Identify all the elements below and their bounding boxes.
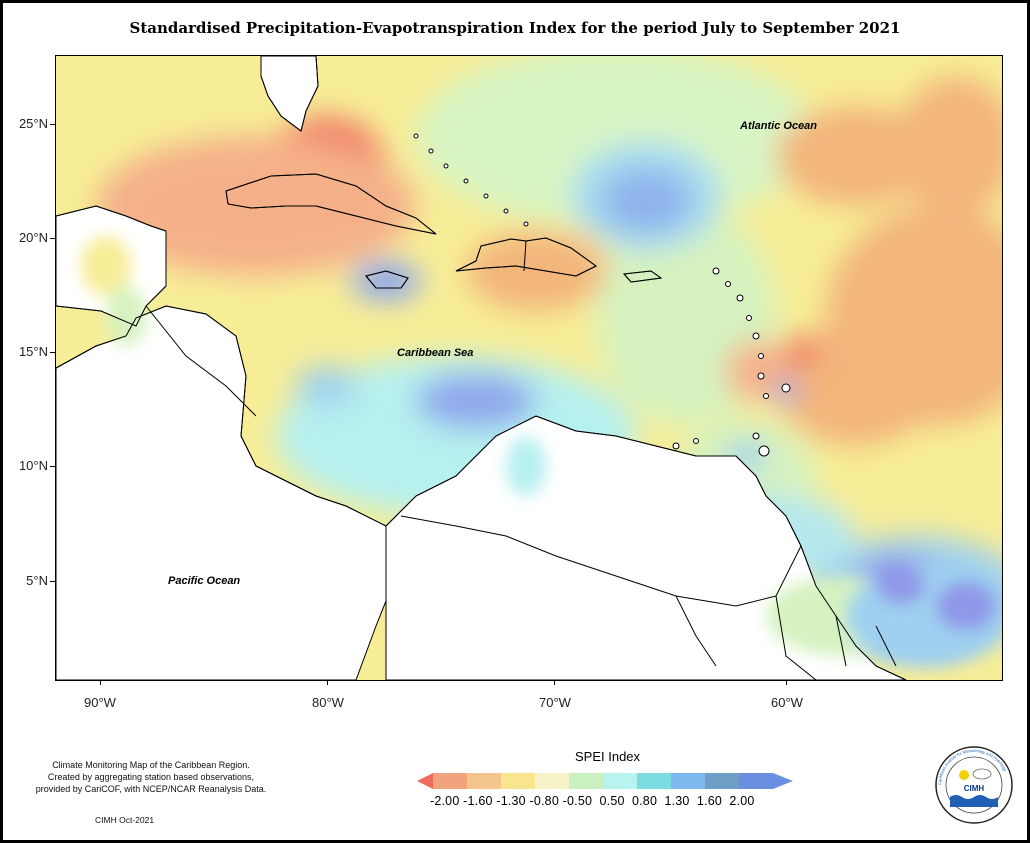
map-caption: Climate Monitoring Map of the Caribbean … <box>20 759 282 795</box>
lon-label-70w: 70°W <box>539 695 571 710</box>
logo-text: CIMH <box>964 784 985 793</box>
colorbar-swatch <box>739 773 773 789</box>
lon-label-90w: 90°W <box>84 695 116 710</box>
waves-icon <box>950 795 998 807</box>
lon-label-80w: 80°W <box>312 695 344 710</box>
lat-tick <box>50 581 55 582</box>
colorbar-swatch <box>501 773 535 789</box>
lat-label-15n: 15°N <box>18 344 48 359</box>
colorbar-arrow-low <box>417 773 433 789</box>
colorbar-swatch <box>603 773 637 789</box>
legend-title: SPEI Index <box>575 749 641 764</box>
colorbar-arrow-high <box>773 773 793 789</box>
lat-label-5n: 5°N <box>26 573 48 588</box>
lon-tick <box>327 680 328 685</box>
spei-map <box>55 55 1003 681</box>
caption-line-1: Climate Monitoring Map of the Caribbean … <box>52 760 250 770</box>
spei-colorbar <box>417 773 793 789</box>
colorbar-swatch <box>671 773 705 789</box>
cloud-icon <box>972 768 992 780</box>
sun-icon <box>959 770 969 780</box>
map-title: Standardised Precipitation-Evapotranspir… <box>129 19 901 37</box>
lat-tick <box>50 352 55 353</box>
lon-label-60w: 60°W <box>771 695 803 710</box>
atlantic-ocean-label: Atlantic Ocean <box>740 120 818 132</box>
lon-tick <box>554 680 555 685</box>
lat-label-20n: 20°N <box>18 230 48 245</box>
credit-text: CIMH Oct-2021 <box>95 815 155 825</box>
cimh-logo: CIMH Caribbean Institute for Meteorology… <box>935 746 1013 824</box>
colorbar-swatch <box>569 773 603 789</box>
caption-line-2: Created by aggregating station based obs… <box>47 772 255 782</box>
colorbar-swatch <box>705 773 739 789</box>
colorbar-swatch <box>467 773 501 789</box>
pacific-ocean-label: Pacific Ocean <box>168 575 241 587</box>
lat-label-25n: 25°N <box>18 116 48 131</box>
lon-tick <box>786 680 787 685</box>
lon-tick <box>100 680 101 685</box>
caribbean-sea-label: Caribbean Sea <box>397 347 474 359</box>
lat-tick <box>50 466 55 467</box>
lat-label-10n: 10°N <box>18 458 48 473</box>
legend-tick-labels: -2.00 -1.60 -1.30 -0.80 -0.50 0.50 0.80 … <box>430 794 755 808</box>
caption-line-3: provided by CariCOF, with NCEP/NCAR Rean… <box>35 784 267 794</box>
spei-field <box>56 56 1002 680</box>
colorbar-swatch <box>433 773 467 789</box>
lat-tick <box>50 124 55 125</box>
lat-tick <box>50 238 55 239</box>
colorbar-swatch <box>535 773 569 789</box>
colorbar-swatch <box>637 773 671 789</box>
